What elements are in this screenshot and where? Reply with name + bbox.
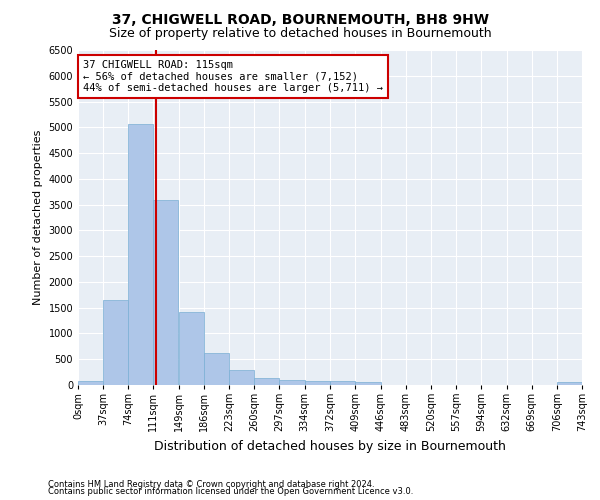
Bar (280, 380, 305, 385)
Bar (179, 312, 204, 385)
Bar (103, 300, 128, 385)
Text: Contains HM Land Registry data © Crown copyright and database right 2024.: Contains HM Land Registry data © Crown c… (48, 480, 374, 489)
Bar (557, 382, 582, 385)
Bar (204, 354, 229, 385)
Bar (153, 200, 178, 385)
Bar (254, 378, 280, 385)
X-axis label: Distribution of detached houses by size in Bournemouth: Distribution of detached houses by size … (154, 440, 506, 453)
Text: Contains public sector information licensed under the Open Government Licence v3: Contains public sector information licen… (48, 487, 413, 496)
Bar (305, 381, 329, 385)
Bar (355, 382, 380, 385)
Text: 37 CHIGWELL ROAD: 115sqm
← 56% of detached houses are smaller (7,152)
44% of sem: 37 CHIGWELL ROAD: 115sqm ← 56% of detach… (83, 60, 383, 93)
Bar (78, 381, 103, 385)
Text: 37, CHIGWELL ROAD, BOURNEMOUTH, BH8 9HW: 37, CHIGWELL ROAD, BOURNEMOUTH, BH8 9HW (112, 12, 488, 26)
Bar (229, 370, 254, 385)
Text: Size of property relative to detached houses in Bournemouth: Size of property relative to detached ho… (109, 28, 491, 40)
Y-axis label: Number of detached properties: Number of detached properties (33, 130, 43, 305)
Bar (128, 124, 153, 385)
Bar (331, 381, 355, 385)
